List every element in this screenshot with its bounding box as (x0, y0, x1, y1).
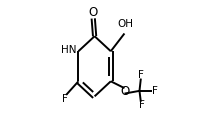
Text: O: O (89, 6, 98, 19)
Text: F: F (138, 70, 144, 80)
Text: F: F (139, 100, 145, 110)
Text: HN: HN (61, 45, 76, 55)
Text: O: O (121, 85, 130, 98)
Text: F: F (62, 94, 68, 104)
Text: F: F (152, 86, 158, 96)
Text: OH: OH (118, 19, 134, 29)
